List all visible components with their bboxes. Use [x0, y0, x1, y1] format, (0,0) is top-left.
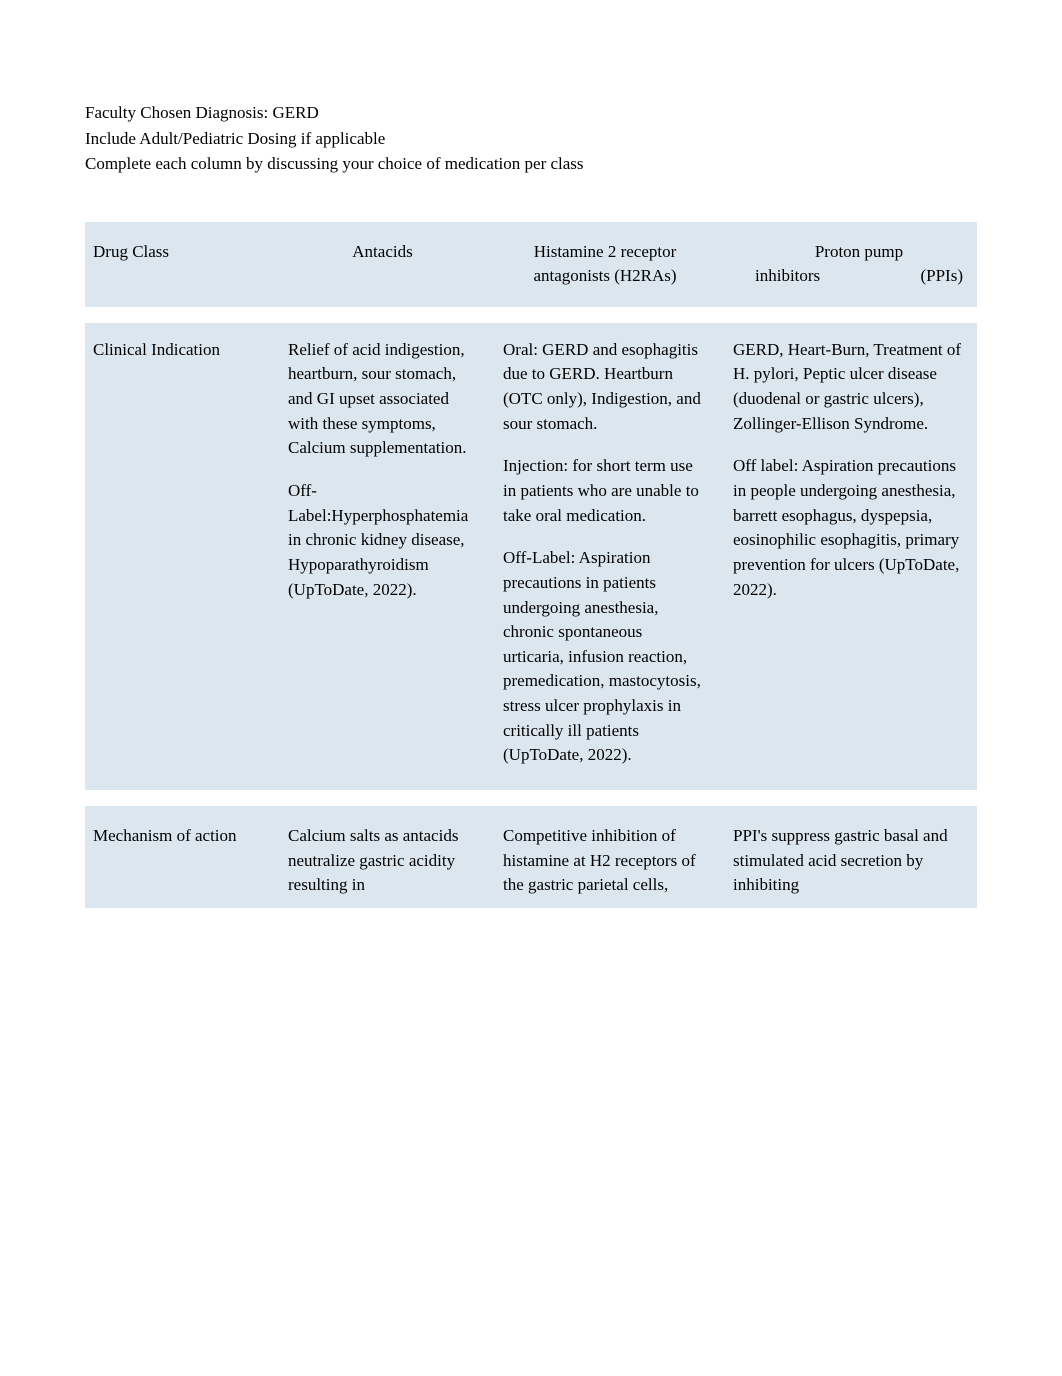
table-clinical-row: Clinical Indication Relief of acid indig… — [85, 323, 977, 790]
table-mechanism-row: Mechanism of action Calcium salts as ant… — [85, 806, 977, 908]
paragraph-gap — [503, 436, 707, 454]
header-h2ras: Histamine 2 receptor antagonists (H2RAs) — [495, 222, 725, 307]
header-antacids: Antacids — [280, 222, 495, 307]
header-line-diagnosis: Faculty Chosen Diagnosis: GERD — [85, 100, 977, 126]
clinical-h2ras-p3: Off-Label: Aspiration precautions in pat… — [503, 548, 701, 764]
clinical-h2ras: Oral: GERD and esophagitis due to GERD. … — [495, 323, 725, 790]
clinical-ppis: GERD, Heart-Burn, Treatment of H. pylori… — [725, 323, 975, 790]
header-ppis-abbrev: (PPIs) — [920, 264, 963, 289]
clinical-h2ras-p2: Injection: for short term use in patient… — [503, 456, 699, 524]
mechanism-ppis: PPI's suppress gastric basal and stimula… — [725, 806, 975, 908]
header-ppis: Proton pump inhibitors (PPIs) — [725, 222, 975, 307]
header-ppis-inhibitors: inhibitors — [755, 264, 820, 289]
header-line-dosing: Include Adult/Pediatric Dosing if applic… — [85, 126, 977, 152]
header-line-instruction: Complete each column by discussing your … — [85, 151, 977, 177]
paragraph-gap — [288, 461, 477, 479]
mechanism-h2ras: Competitive inhibition of histamine at H… — [495, 806, 725, 908]
paragraph-gap — [733, 436, 963, 454]
drug-class-table: Drug Class Antacids Histamine 2 receptor… — [85, 222, 977, 908]
clinical-antacids-p1: Relief of acid indigestion, heartburn, s… — [288, 340, 466, 458]
clinical-ppis-p1: GERD, Heart-Burn, Treatment of H. pylori… — [733, 340, 961, 433]
clinical-label: Clinical Indication — [85, 323, 280, 790]
clinical-antacids-p2: Off-Label:Hyperphosphatemia in chronic k… — [288, 481, 468, 599]
clinical-h2ras-p1: Oral: GERD and esophagitis due to GERD. … — [503, 340, 701, 433]
header-ppis-line2: inhibitors (PPIs) — [755, 264, 963, 289]
mechanism-antacids: Calcium salts as antacids neutralize gas… — [280, 806, 495, 908]
mechanism-label: Mechanism of action — [85, 806, 280, 908]
clinical-ppis-p2: Off label: Aspiration precautions in peo… — [733, 456, 959, 598]
header-label: Drug Class — [85, 222, 280, 307]
table-header-row: Drug Class Antacids Histamine 2 receptor… — [85, 222, 977, 307]
paragraph-gap — [503, 528, 707, 546]
clinical-antacids: Relief of acid indigestion, heartburn, s… — [280, 323, 495, 790]
document-header: Faculty Chosen Diagnosis: GERD Include A… — [85, 100, 977, 177]
header-ppis-line1: Proton pump — [755, 240, 963, 265]
